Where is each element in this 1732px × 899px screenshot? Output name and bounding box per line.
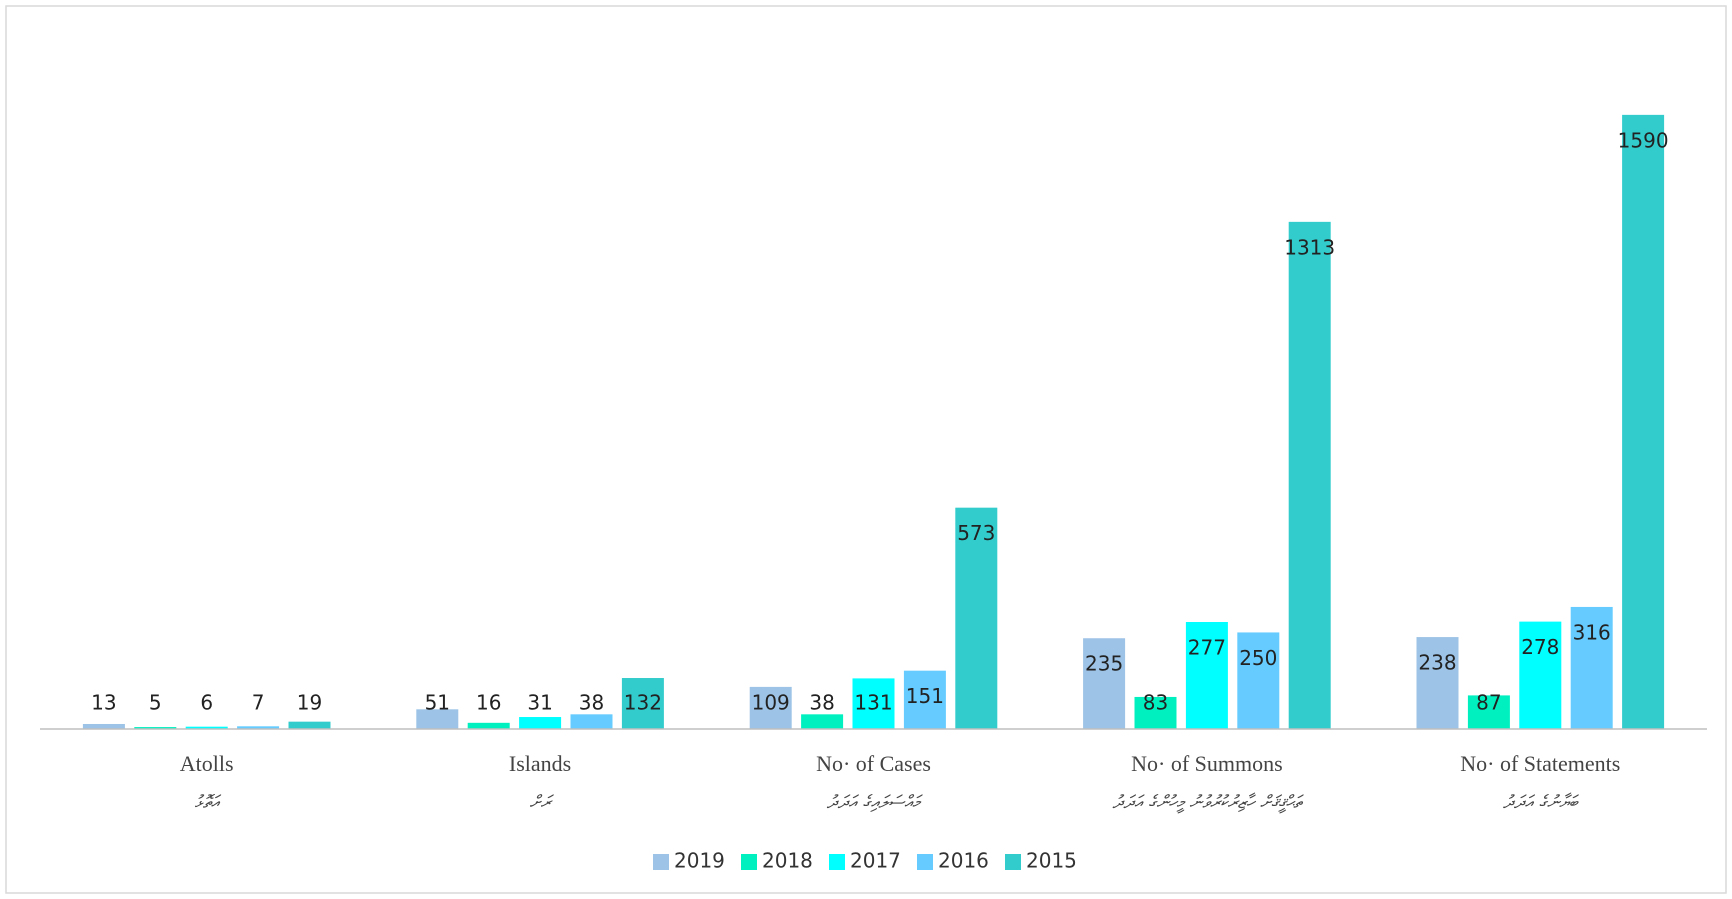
data-label: 132 [624, 691, 662, 715]
data-label: 19 [297, 691, 322, 715]
data-label: 573 [957, 521, 995, 545]
data-label: 7 [252, 691, 265, 715]
bar [801, 714, 844, 729]
chart-frame [5, 5, 1727, 894]
bar [467, 722, 510, 729]
bar [1185, 622, 1228, 729]
legend-swatch [741, 854, 757, 870]
bar [1083, 638, 1126, 729]
legend-label: 2019 [674, 849, 725, 873]
bar [852, 678, 895, 729]
bar [1467, 695, 1510, 729]
x-tick-label: No· of Statements [1460, 751, 1620, 776]
bar [955, 507, 998, 729]
bar [288, 721, 331, 729]
x-tick-label: Atolls [180, 751, 234, 776]
legend-swatch [653, 854, 669, 870]
data-label: 83 [1143, 691, 1168, 715]
legend-swatch [1005, 854, 1021, 870]
bar [519, 717, 562, 729]
data-label: 151 [906, 684, 944, 708]
data-label: 250 [1239, 646, 1277, 670]
data-label: 6 [200, 691, 213, 715]
bar [237, 726, 280, 729]
data-label: 1313 [1284, 235, 1335, 259]
data-label: 31 [527, 691, 552, 715]
x-tick-label: No· of Summons [1131, 751, 1283, 776]
data-label: 316 [1573, 620, 1611, 644]
data-label: 38 [809, 691, 834, 715]
bar [570, 714, 613, 729]
bar [749, 686, 792, 729]
bar [1416, 637, 1459, 729]
x-tick-sublabel: ރަށް [530, 792, 555, 813]
data-label: 238 [1418, 651, 1456, 675]
bar [903, 670, 946, 729]
legend-label: 2017 [850, 849, 901, 873]
data-label: 109 [752, 691, 790, 715]
bar [1134, 696, 1177, 729]
x-tick-sublabel: އަތޮޅު [195, 792, 223, 813]
bar [185, 726, 228, 729]
bar [621, 678, 664, 729]
bar [1622, 114, 1665, 730]
x-tick-sublabel: މައްސަލައިގެ އަދަދު [826, 792, 924, 813]
bar [1570, 606, 1613, 729]
data-label: 277 [1188, 636, 1226, 660]
data-label: 278 [1521, 635, 1559, 659]
bar [416, 709, 459, 729]
legend-label: 2018 [762, 849, 813, 873]
x-tick-sublabel: ބަޔާނުގެ އަދަދު [1502, 792, 1580, 813]
legend-label: 2016 [938, 849, 989, 873]
data-label: 13 [91, 691, 116, 715]
data-label: 16 [476, 691, 501, 715]
data-label: 5 [149, 691, 162, 715]
data-label: 131 [854, 691, 892, 715]
bar [82, 723, 125, 729]
x-tick-label: No· of Cases [816, 751, 931, 776]
legend-swatch [917, 854, 933, 870]
data-label: 51 [425, 691, 450, 715]
x-tick-label: Islands [509, 751, 571, 776]
data-label: 87 [1476, 691, 1501, 715]
data-label: 235 [1085, 652, 1123, 676]
bar [134, 727, 177, 729]
bar [1288, 221, 1331, 729]
x-tick-sublabel: ތަޙްޤީޤަށް ހާޒިރުކުރުވުނު މީހުންގެ އަދަދ… [1111, 792, 1304, 814]
data-label: 1590 [1618, 128, 1669, 152]
legend-swatch [829, 854, 845, 870]
legend-label: 2015 [1026, 849, 1077, 873]
data-label: 38 [579, 691, 604, 715]
bar [1237, 632, 1280, 729]
bar [1519, 621, 1562, 729]
